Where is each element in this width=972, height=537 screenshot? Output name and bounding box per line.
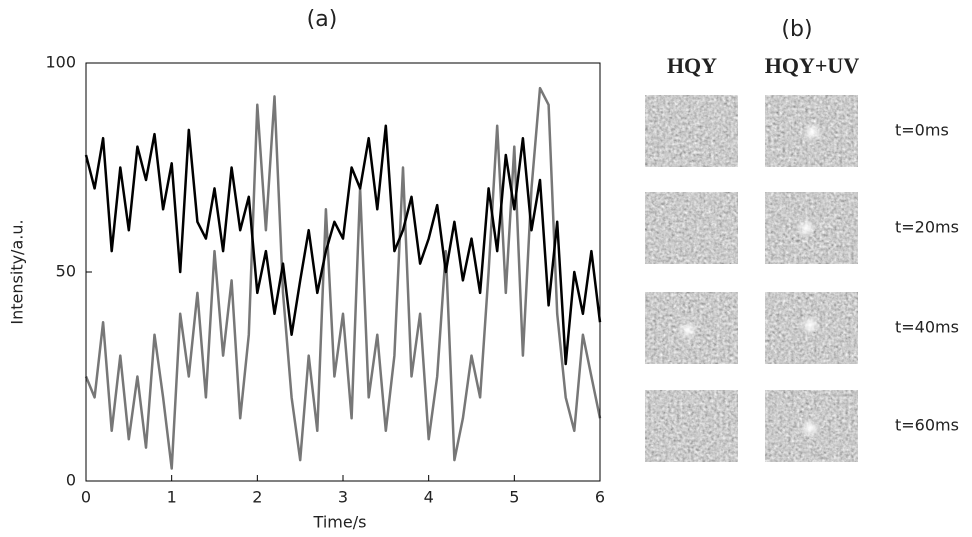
row-label: t=40ms <box>895 318 959 337</box>
micrograph <box>645 192 738 264</box>
fluorescent-spot <box>802 122 822 142</box>
x-axis-label: Time/s <box>313 513 367 532</box>
plot-frame <box>85 62 601 482</box>
panel-title: (b) <box>781 17 812 42</box>
row-label: t=20ms <box>895 218 959 237</box>
y-tick-label: 100 <box>45 53 76 72</box>
micrograph <box>645 390 738 462</box>
column-header: HQY <box>667 53 717 78</box>
row-label: t=60ms <box>895 416 959 435</box>
x-tick-label: 2 <box>252 488 262 507</box>
row-label: t=0ms <box>895 121 949 140</box>
x-tick-label: 0 <box>81 488 91 507</box>
x-tick-label: 3 <box>338 488 348 507</box>
x-tick-label: 4 <box>424 488 434 507</box>
image-panel: HQY HQY+UV t=0ms t=20ms t=40ms t=60ms <box>645 53 959 462</box>
fluorescent-spot <box>800 418 820 438</box>
y-tick-label: 50 <box>56 262 76 281</box>
x-tick-label: 6 <box>595 488 605 507</box>
y-tick-label: 0 <box>66 471 76 490</box>
data-line <box>84 124 602 366</box>
fluorescent-spot <box>678 320 698 340</box>
fluorescent-spot <box>796 218 816 238</box>
x-tick-label: 1 <box>167 488 177 507</box>
column-header: HQY+UV <box>765 53 860 78</box>
data-line <box>84 86 602 470</box>
x-tick-label: 5 <box>509 488 519 507</box>
y-axis-label: Intensity/a.u. <box>8 219 27 324</box>
micrograph <box>645 95 738 167</box>
fluorescent-spot <box>800 315 820 335</box>
chart-title: (a) <box>307 7 338 32</box>
